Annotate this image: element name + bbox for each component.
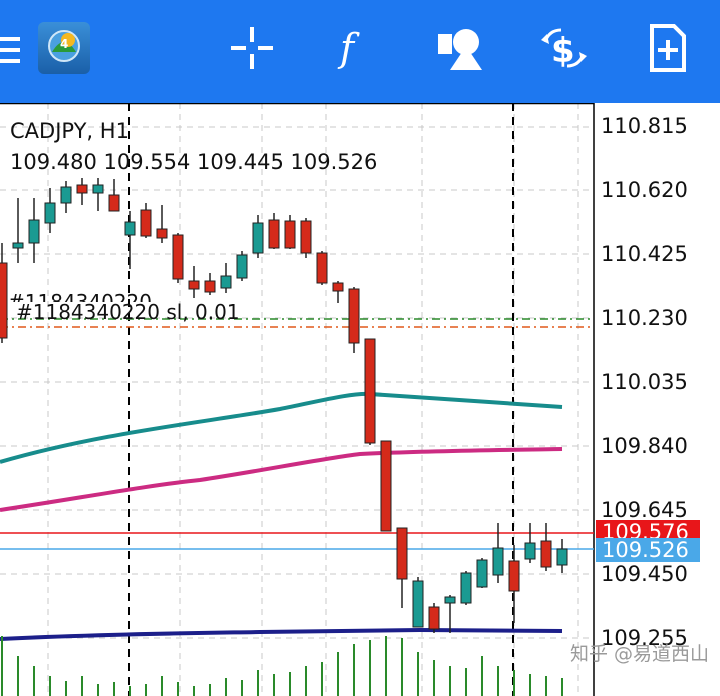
bullish-candle [556,548,568,566]
price-axis-label: 110.230 [601,306,688,330]
dollar-exchange-icon: $ [541,28,587,71]
chart-canvas[interactable] [0,103,720,696]
candlesticks [0,178,568,633]
bullish-candle [476,559,488,588]
top-toolbar: 4 f $ [0,0,720,103]
bullish-candle [92,184,104,194]
new-order-button[interactable] [640,18,696,78]
svg-text:$: $ [551,31,575,71]
order-label[interactable]: #1184340220 sl, 0.01 [16,300,240,324]
price-axis-label: 109.450 [601,562,688,586]
bullish-candle [28,219,40,244]
moving-average-navy [0,627,563,641]
bearish-candle [364,338,376,444]
price-chart[interactable]: CADJPY, H1 109.480 109.554 109.445 109.5… [0,103,720,696]
bullish-candle [444,596,456,604]
bid-price-tag: 109.526 [596,538,700,562]
moving-average-teal [0,391,563,464]
bearish-candle [300,220,312,254]
indicators-button[interactable]: f [326,18,382,78]
bullish-candle [124,221,136,236]
bullish-candle [236,254,248,279]
metatrader-app-icon[interactable]: 4 [38,22,90,74]
order-label-ghost: #1184340220 [8,290,153,302]
bearish-candle [428,606,440,630]
crosshair-icon [231,27,273,69]
objects-button[interactable] [432,18,488,78]
chart-symbol-label: CADJPY, H1 [10,119,129,143]
bearish-candle [268,219,280,249]
bearish-candle [0,262,8,339]
bullish-candle [12,242,24,249]
bearish-candle [76,184,88,194]
price-axis-label: 110.035 [601,370,688,394]
bearish-candle [380,440,392,532]
shapes-objects-icon [438,29,482,70]
bearish-candle [188,280,200,290]
moving-average-magenta [0,447,563,512]
bullish-candle [492,547,504,576]
price-axis-label: 109.645 [601,498,688,522]
price-axis-label: 110.620 [601,178,688,202]
document-add-icon [650,24,686,72]
hamburger-menu-icon[interactable] [0,36,22,64]
bearish-candle [284,220,296,249]
price-axis-label: 109.255 [601,626,688,650]
bullish-candle [60,186,72,204]
bullish-candle [220,275,232,289]
bullish-candle [524,542,536,560]
crosshair-button[interactable] [224,18,280,78]
bearish-candle [540,540,552,568]
bullish-candle [252,222,264,254]
price-axis-label: 110.815 [601,114,688,138]
bullish-candle [44,202,56,224]
bearish-candle [156,228,168,239]
chart-grid [0,103,594,696]
bearish-candle [140,209,152,237]
bearish-candle [348,288,360,344]
bearish-candle [332,282,344,292]
bullish-candle [412,580,424,628]
ohlc-values: 109.480 109.554 109.445 109.526 [10,150,378,174]
bearish-candle [172,234,184,280]
bearish-candle [508,560,520,592]
bearish-candle [316,252,328,284]
function-f-icon: f [337,26,360,70]
bullish-candle [460,572,472,604]
bearish-candle [204,280,216,293]
price-axis-label: 109.840 [601,434,688,458]
svg-text:f: f [337,26,360,70]
price-axis-label: 110.425 [601,242,688,266]
svg-text:4: 4 [60,37,68,51]
bearish-candle [108,194,120,212]
trade-button[interactable]: $ [536,18,592,78]
watermark: 知乎 @易道西山 [570,643,710,665]
bearish-candle [396,527,408,580]
volume-bars [1,636,563,696]
